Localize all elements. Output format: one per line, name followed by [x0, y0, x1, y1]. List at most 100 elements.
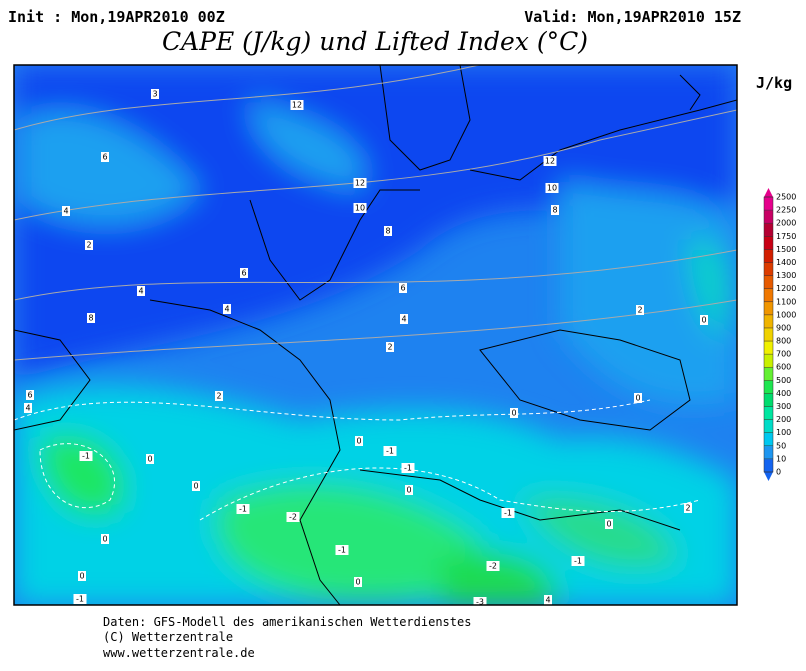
contour-label-bg [571, 556, 585, 566]
colorbar-band [764, 327, 773, 342]
contour-label: 2 [387, 343, 392, 352]
contour-label: 0 [79, 572, 84, 581]
colorbar-label: 600 [776, 363, 791, 372]
contour-label-bg [684, 503, 692, 513]
contour-label-bg [543, 156, 557, 166]
contour-label: 12 [545, 157, 555, 166]
contour-label: 8 [88, 314, 93, 323]
contour-label: -2 [489, 562, 497, 571]
contour-label-bg [545, 183, 559, 193]
colorbar-band [764, 223, 773, 237]
map-frame [13, 64, 738, 606]
valid-time: Valid: Mon,19APR2010 15Z [524, 8, 741, 26]
contour-label-bg [335, 545, 349, 555]
contour-label-bg [354, 577, 362, 587]
contour-label-bg [101, 152, 109, 162]
contour-label-bg [399, 283, 407, 293]
colorbar-band [764, 354, 773, 368]
contour-label: -1 [239, 505, 247, 514]
colorbar-band [764, 301, 773, 316]
contour-label-bg [87, 313, 95, 323]
colorbar-label: 1300 [776, 271, 796, 280]
colorbar-label: 500 [776, 376, 791, 385]
colorbar-band [764, 341, 773, 355]
contour-label-bg [146, 454, 154, 464]
contour-label-bg [473, 597, 487, 605]
contour-label: -1 [504, 509, 512, 518]
contour-label-bg [384, 226, 392, 236]
contour-label-bg [85, 240, 93, 250]
footer-line: Daten: GFS-Modell des amerikanischen Wet… [103, 615, 471, 629]
colorbar-label: 10 [776, 454, 786, 463]
contour-label: 12 [355, 179, 365, 188]
contour-label-bg [26, 390, 34, 400]
contour-label: 0 [406, 486, 411, 495]
contour-label: 2 [86, 241, 91, 250]
contour-label: 4 [138, 287, 143, 296]
contour-label: -1 [338, 546, 346, 555]
contour-label: 0 [511, 409, 516, 418]
contour-label: -1 [574, 557, 582, 566]
contour-label: 12 [292, 101, 302, 110]
contour-label-bg [501, 508, 515, 518]
colorbar-end [764, 472, 773, 481]
colorbar-label: 1400 [776, 258, 796, 267]
colorbar-end [764, 188, 773, 197]
colorbar-label: 2000 [776, 219, 796, 228]
contour-label: 0 [147, 455, 152, 464]
colorbar-label: 0 [776, 468, 781, 477]
contour-label: 0 [355, 578, 360, 587]
contour-label-bg [353, 203, 367, 213]
contour-label-bg [405, 485, 413, 495]
colorbar-label: 300 [776, 402, 791, 411]
contour-label-bg [486, 561, 500, 571]
contour-label-bg [192, 481, 200, 491]
contour-label-bg [215, 391, 223, 401]
colorbar-label: 50 [776, 441, 786, 450]
colorbar-label: 1100 [776, 297, 796, 306]
contour-label: 6 [102, 153, 107, 162]
contour-label-bg [236, 504, 250, 514]
colorbar-band [764, 445, 773, 460]
contour-label-bg [401, 463, 415, 473]
colorbar-band [764, 432, 773, 447]
contour-label: 6 [241, 269, 246, 278]
colorbar-band [764, 458, 773, 473]
contour-label-bg [223, 304, 231, 314]
contour-label-bg [400, 314, 408, 324]
contour-label: 2 [637, 306, 642, 315]
contour-label: -3 [476, 598, 484, 607]
contour-label: -2 [289, 513, 297, 522]
contour-label: -1 [82, 452, 90, 461]
colorbar-label: 900 [776, 323, 791, 332]
contour-label: 10 [547, 184, 557, 193]
colorbar-band [764, 367, 773, 381]
contour-label-bg [137, 286, 145, 296]
unit-label: J/kg [756, 74, 792, 92]
contour-label: 8 [385, 227, 390, 236]
colorbar-band [764, 419, 773, 434]
colorbar-label: 200 [776, 415, 791, 424]
contour-label: 4 [25, 404, 30, 413]
colorbar-band [764, 236, 773, 250]
colorbar-label: 400 [776, 389, 791, 398]
contour-label: -1 [76, 595, 84, 604]
contour-label-bg [355, 436, 363, 446]
colorbar-band [764, 197, 773, 211]
contour-label-bg [79, 451, 93, 461]
colorbar-label: 800 [776, 337, 791, 346]
contour-label-bg [551, 205, 559, 215]
contour-label-bg [353, 178, 367, 188]
contour-label: 8 [552, 206, 557, 215]
contour-label: 2 [216, 392, 221, 401]
contour-label-bg [383, 446, 397, 456]
contour-label: 0 [356, 437, 361, 446]
colorbar-label: 1000 [776, 310, 796, 319]
contour-label: 0 [701, 316, 706, 325]
colorbar-label: 1750 [776, 232, 796, 241]
title: CAPE (J/kg) und Lifted Index (°C) [162, 27, 588, 56]
contour-label-bg [286, 512, 300, 522]
contour-label-bg [510, 408, 518, 418]
contour-label: 4 [545, 596, 550, 605]
contour-label-bg [78, 571, 86, 581]
